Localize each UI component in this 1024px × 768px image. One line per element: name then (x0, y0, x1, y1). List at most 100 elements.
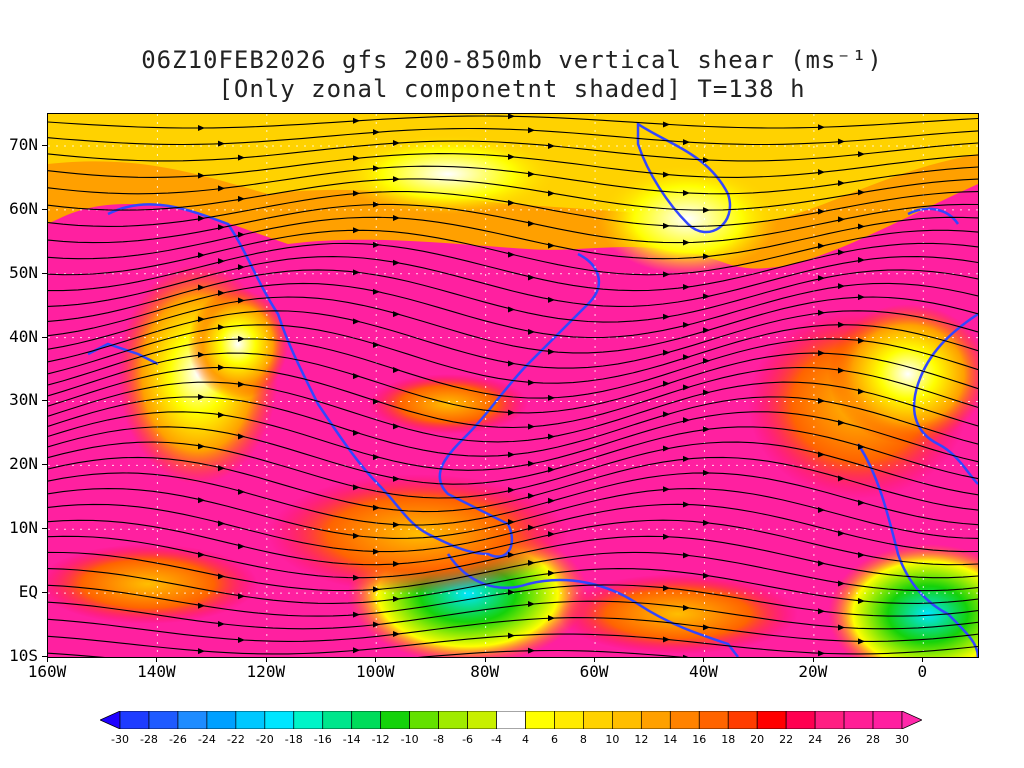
streamline-arrow (238, 381, 245, 388)
colorbar-swatch (669, 711, 700, 729)
colorbar-label: -12 (371, 733, 390, 746)
streamline-arrow (393, 423, 400, 430)
streamline (48, 503, 978, 553)
colorbar-swatch (785, 711, 816, 729)
streamline-arrow (508, 251, 515, 258)
streamline-arrow (818, 451, 825, 458)
streamline-arrow (508, 632, 515, 639)
streamline-arrow (838, 530, 845, 537)
lat-tick-label: 40N (9, 326, 38, 346)
coastline-europe (912, 312, 978, 485)
streamline (48, 203, 978, 244)
streamline-arrow (683, 190, 690, 197)
lon-tick-label: 140W (137, 662, 176, 681)
streamline-arrow (838, 580, 845, 587)
streamline-arrow (703, 426, 710, 433)
lat-tick-label: 30N (9, 390, 38, 410)
streamline-arrow (548, 570, 555, 577)
colorbar-label: 26 (837, 733, 852, 746)
streamline-arrow (818, 275, 825, 282)
streamline-arrow (703, 357, 710, 364)
streamline-arrow (858, 499, 865, 506)
streamline-arrow (703, 389, 710, 396)
lon-tick-label: 40W (689, 662, 718, 681)
lat-tick (42, 528, 47, 530)
streamline-arrow (818, 560, 825, 567)
streamline-arrow (198, 284, 205, 291)
streamline (48, 617, 978, 642)
streamline-arrow (218, 290, 225, 297)
streamline-arrow (373, 398, 380, 405)
streamline-arrow (393, 176, 400, 183)
colorbar-swatch (438, 711, 468, 729)
streamline-arrow (548, 348, 555, 355)
streamline-arrow (548, 296, 555, 303)
streamline-arrow (373, 504, 380, 511)
map-title-line2: [Only zonal componetnt shaded] T=138 h (218, 75, 806, 103)
streamline-arrow (838, 216, 845, 223)
colorbar-label: -26 (168, 733, 187, 746)
streamline-arrow (683, 354, 690, 361)
streamline (48, 519, 978, 566)
streamline-arrow (818, 397, 825, 404)
streamline-arrow (198, 351, 205, 358)
streamline-arrow (683, 384, 690, 391)
coastline-africa (856, 443, 978, 657)
streamline-arrow (663, 445, 670, 452)
streamline-arrow (703, 207, 710, 214)
map-title-line1: 06Z10FEB2026 gfs 200-850mb vertical shea… (141, 46, 883, 74)
coastline-south-america (446, 553, 739, 657)
colorbar-swatch (814, 711, 845, 729)
streamline-arrow (198, 497, 205, 504)
lon-tick (703, 657, 705, 662)
streamline-arrow (528, 524, 535, 531)
lon-tick-label: 100W (355, 662, 395, 681)
streamline-arrow (353, 484, 360, 491)
streamline-arrow (218, 224, 225, 231)
shear-map (47, 113, 979, 658)
streamline-arrow (838, 419, 845, 426)
streamline-arrow (218, 573, 225, 580)
streamline-arrow (238, 543, 245, 550)
lat-tick (42, 464, 47, 466)
colorbar-swatch (264, 711, 295, 729)
streamline (48, 568, 978, 604)
lon-tick (47, 657, 48, 662)
streamline-arrow (838, 321, 845, 328)
streamline-arrow (548, 497, 555, 504)
streamline-arrow (218, 364, 225, 371)
colorbar-swatch (698, 711, 729, 729)
streamline-arrow (508, 589, 515, 596)
streamline-arrow (838, 475, 845, 482)
streamline-arrow (818, 169, 825, 176)
streamline-arrow (838, 249, 845, 256)
streamline-arrow (663, 411, 670, 418)
streamline-arrow (683, 501, 690, 508)
streamline-arrow (528, 379, 535, 386)
colorbar-label: -30 (111, 733, 129, 746)
lat-tick-label: 10N (9, 518, 38, 538)
lat-tick (42, 144, 47, 146)
streamline-arrow (353, 269, 360, 276)
streamline-arrow (508, 519, 515, 526)
streamline (48, 178, 978, 211)
streamline-arrow (838, 624, 845, 631)
streamline-arrow (703, 157, 710, 164)
streamline-arrow (198, 316, 205, 323)
streamline-arrow (373, 201, 380, 208)
streamline-arrow (353, 117, 360, 124)
lat-tick-label: 70N (9, 134, 38, 154)
streamline-arrow (373, 341, 380, 348)
streamline-arrow (818, 608, 825, 615)
streamline-arrow (373, 621, 380, 628)
colorbar-label: -8 (433, 733, 445, 746)
streamline-arrow (663, 121, 670, 128)
streamline-arrow (528, 423, 535, 430)
colorbar-label: 18 (721, 733, 736, 746)
streamline-arrow (373, 288, 380, 295)
lat-tick-label: 20N (9, 454, 38, 474)
streamline-arrow (238, 297, 245, 304)
lon-tick-label: 80W (470, 662, 500, 681)
streamline-arrow (683, 604, 690, 611)
streamline (48, 472, 978, 526)
